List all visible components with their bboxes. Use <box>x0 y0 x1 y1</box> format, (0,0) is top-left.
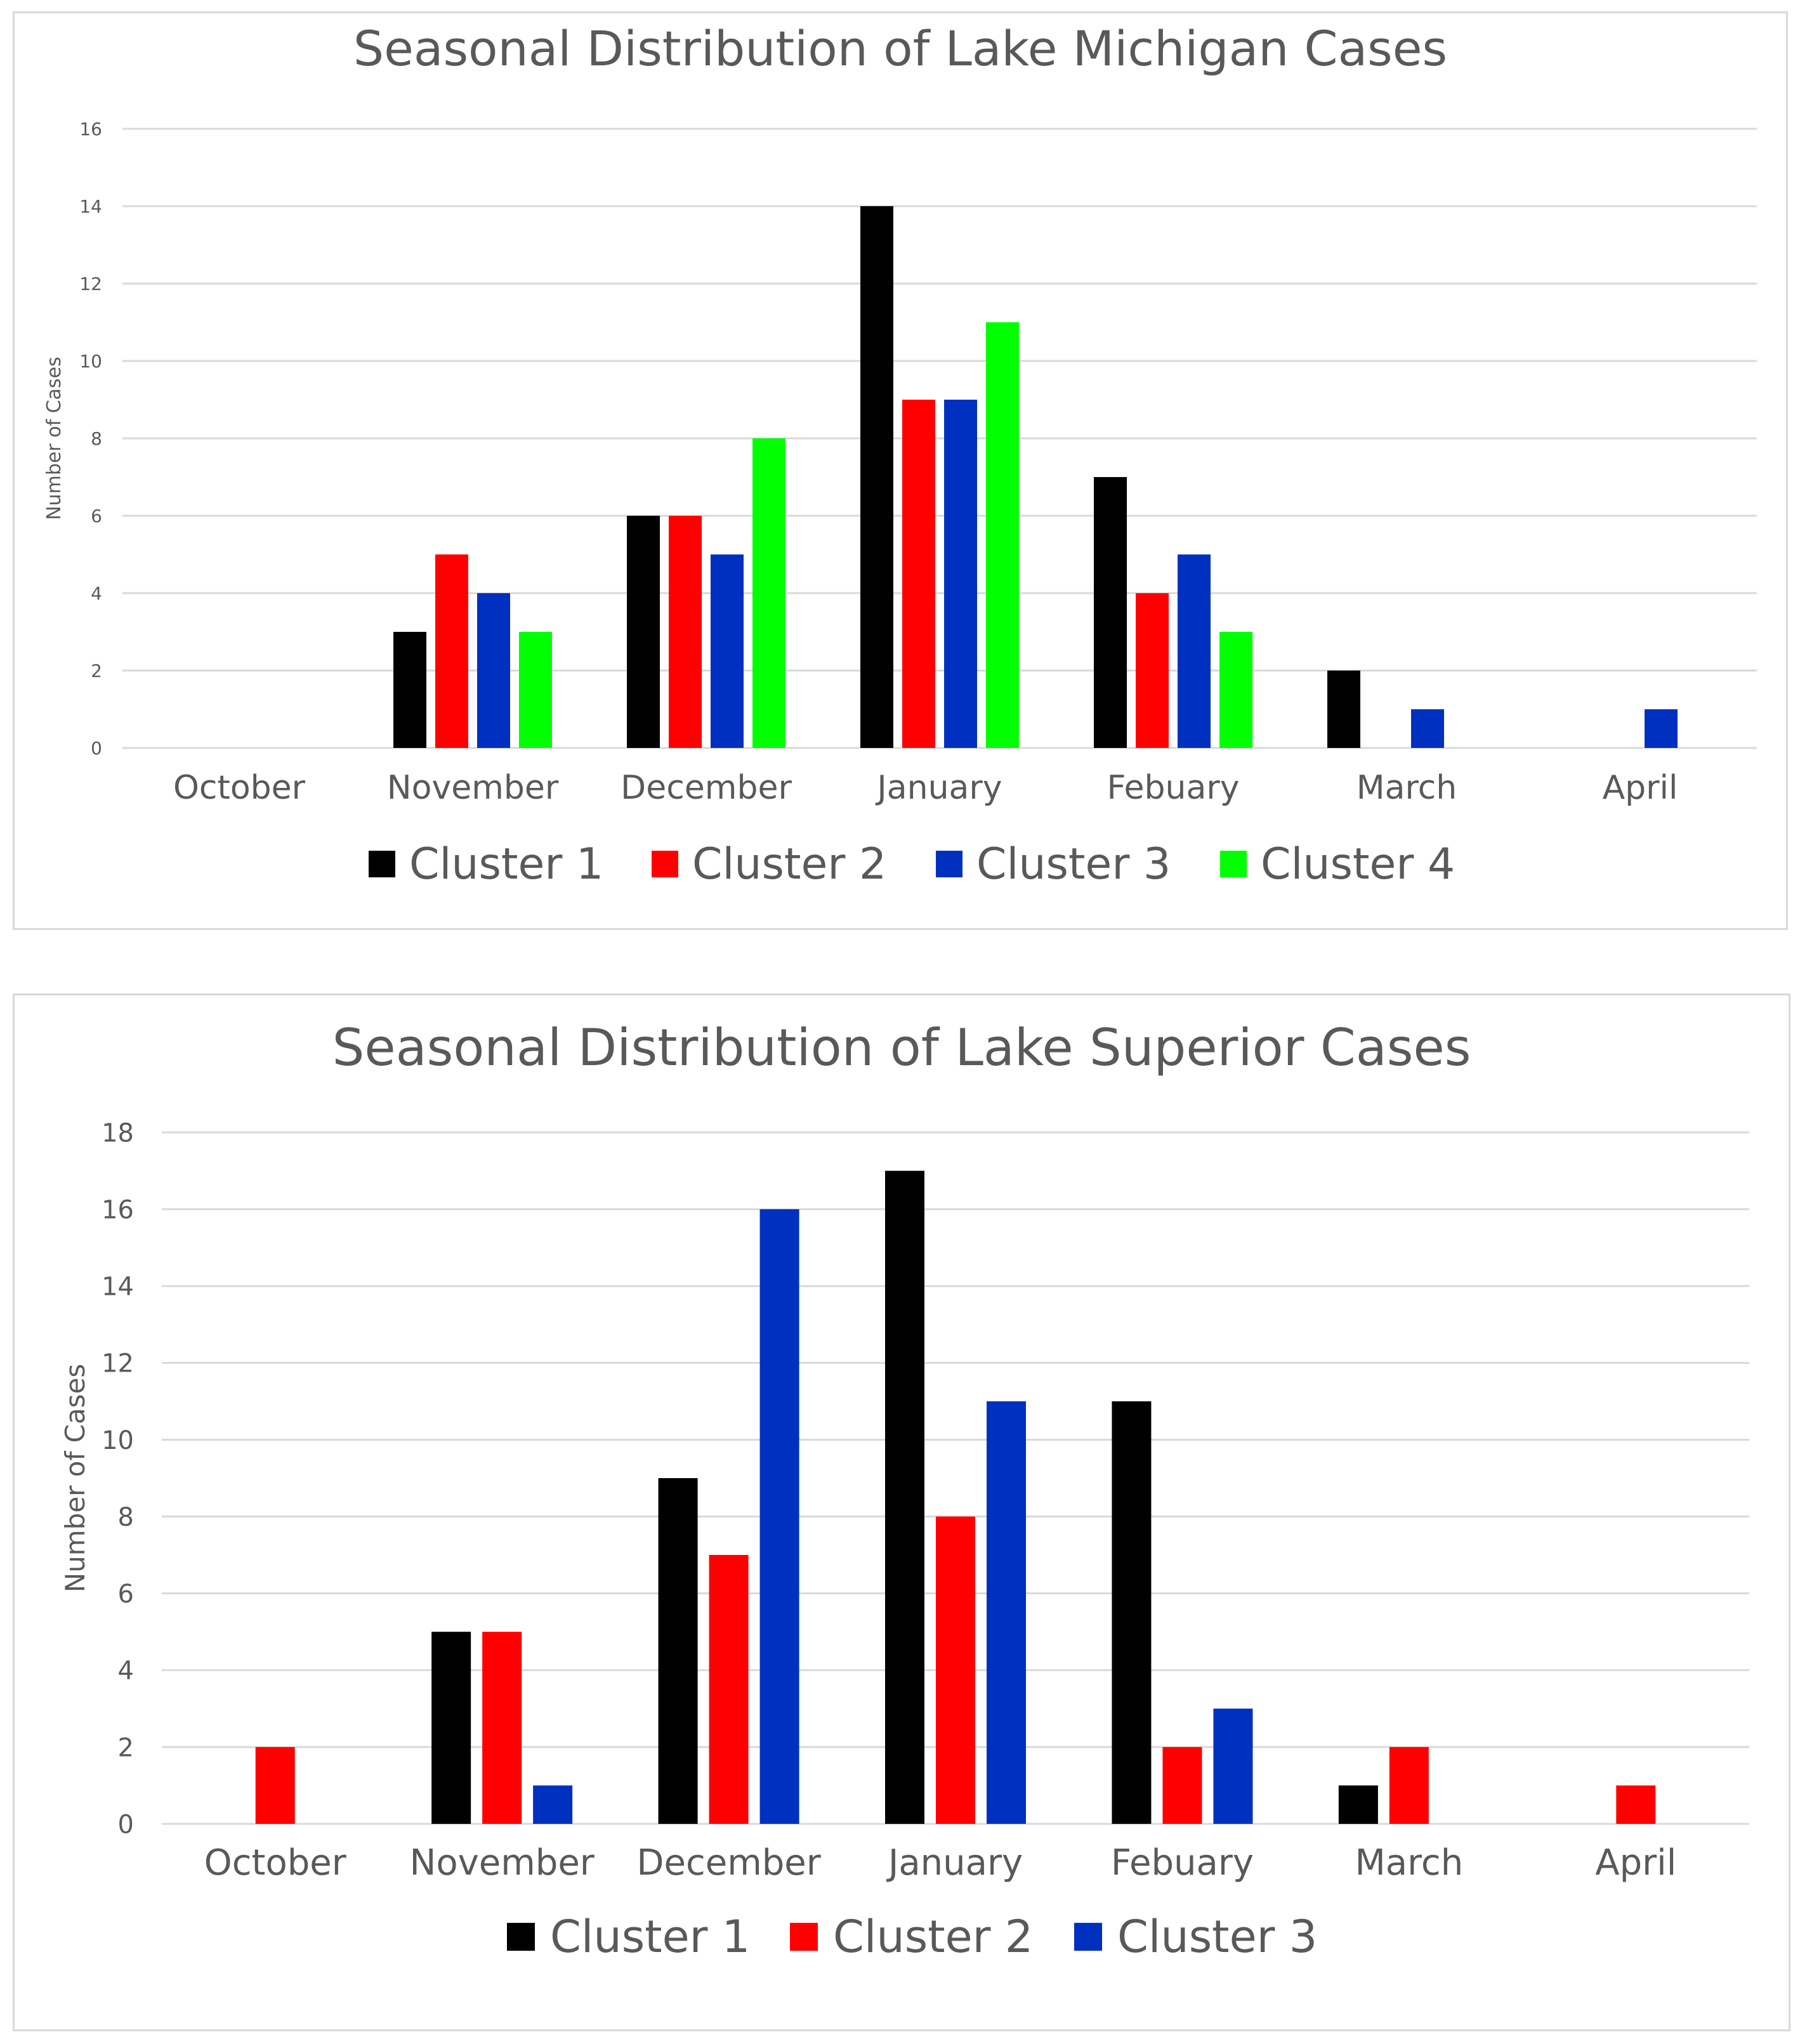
superior-y-tick-label: 18 <box>102 1118 134 1148</box>
superior-bar-cluster-2-december <box>709 1555 749 1824</box>
superior-bar-cluster-3-febuary <box>1213 1708 1253 1824</box>
michigan-y-tick-label: 12 <box>79 273 102 294</box>
michigan-y-tick-label: 10 <box>79 351 102 372</box>
michigan-bar-cluster-3-january <box>944 400 977 748</box>
superior-y-tick-label: 6 <box>118 1580 134 1609</box>
michigan-bar-cluster-2-november <box>435 554 468 748</box>
superior-x-category-label: January <box>886 1842 1023 1883</box>
michigan-legend-label: Cluster 3 <box>976 839 1171 889</box>
michigan-bar-cluster-4-january <box>986 322 1019 748</box>
superior-y-tick-label: 12 <box>102 1349 134 1379</box>
michigan-y-axis-label: Number of Cases <box>43 357 65 520</box>
michigan-bar-cluster-3-march <box>1411 709 1444 748</box>
superior-y-tick-label: 8 <box>118 1503 134 1532</box>
superior-legend-item-cluster-2: Cluster 2 <box>790 1911 1033 1963</box>
superior-chart: Seasonal Distribution of Lake Superior C… <box>60 1018 1749 1963</box>
michigan-y-tick-label: 14 <box>79 196 102 217</box>
superior-legend-swatch <box>790 1923 818 1951</box>
michigan-bar-cluster-1-febuary <box>1094 477 1127 748</box>
michigan-legend-item-cluster-1: Cluster 1 <box>369 839 603 889</box>
michigan-bar-cluster-1-march <box>1327 671 1360 748</box>
superior-bar-cluster-3-january <box>987 1401 1026 1824</box>
michigan-y-tick-label: 0 <box>91 738 102 759</box>
superior-bar-cluster-3-november <box>533 1785 573 1824</box>
superior-legend-item-cluster-3: Cluster 3 <box>1074 1911 1317 1963</box>
michigan-bar-cluster-3-november <box>477 593 510 748</box>
superior-bar-cluster-3-december <box>759 1209 799 1824</box>
michigan-legend-swatch <box>652 851 678 877</box>
superior-y-tick-label: 4 <box>118 1656 134 1686</box>
michigan-legend-label: Cluster 4 <box>1261 839 1455 889</box>
superior-y-tick-label: 10 <box>102 1426 134 1455</box>
superior-x-category-label: Febuary <box>1111 1842 1254 1883</box>
superior-bar-cluster-1-november <box>431 1632 471 1824</box>
superior-y-tick-label: 16 <box>102 1196 134 1225</box>
superior-chart-panel: Seasonal Distribution of Lake Superior C… <box>13 993 1790 2031</box>
superior-y-tick-label: 14 <box>102 1273 134 1302</box>
superior-x-category-label: November <box>409 1842 595 1883</box>
michigan-bar-cluster-4-december <box>752 438 785 748</box>
superior-legend-label: Cluster 2 <box>833 1911 1033 1963</box>
michigan-bar-cluster-2-december <box>669 516 702 748</box>
michigan-x-category-label: April <box>1603 769 1678 807</box>
superior-bar-cluster-1-december <box>658 1478 698 1824</box>
superior-legend-swatch <box>1074 1923 1102 1951</box>
michigan-bar-cluster-2-january <box>902 400 935 748</box>
michigan-x-category-label: November <box>387 769 559 807</box>
michigan-chart-title: Seasonal Distribution of Lake Michigan C… <box>353 20 1447 77</box>
michigan-y-tick-label: 16 <box>79 119 102 140</box>
superior-y-axis-label: Number of Cases <box>60 1364 91 1593</box>
michigan-legend-label: Cluster 1 <box>409 839 603 889</box>
michigan-x-category-label: October <box>173 769 306 807</box>
superior-bar-cluster-1-febuary <box>1112 1401 1152 1824</box>
superior-bar-cluster-2-january <box>936 1516 975 1824</box>
superior-bar-cluster-2-march <box>1389 1746 1429 1824</box>
michigan-bar-cluster-1-november <box>393 632 426 748</box>
michigan-y-tick-label: 6 <box>91 506 102 527</box>
superior-bar-cluster-1-january <box>885 1170 924 1824</box>
michigan-legend-item-cluster-2: Cluster 2 <box>652 839 886 889</box>
michigan-x-category-label: March <box>1357 769 1457 807</box>
superior-bar-cluster-1-march <box>1338 1785 1378 1824</box>
michigan-y-tick-label: 2 <box>91 660 102 681</box>
michigan-bar-cluster-4-november <box>519 632 552 748</box>
superior-y-tick-label: 0 <box>118 1810 134 1839</box>
michigan-y-tick-label: 4 <box>91 583 102 604</box>
superior-x-category-label: April <box>1595 1842 1676 1883</box>
superior-chart-title: Seasonal Distribution of Lake Superior C… <box>332 1018 1471 1077</box>
michigan-bar-cluster-4-febuary <box>1219 632 1252 748</box>
michigan-bar-cluster-3-december <box>711 554 744 748</box>
michigan-y-tick-label: 8 <box>91 428 102 449</box>
michigan-bar-cluster-2-febuary <box>1136 593 1169 748</box>
superior-legend-swatch <box>507 1923 535 1951</box>
superior-bar-cluster-2-november <box>482 1632 522 1824</box>
michigan-legend-item-cluster-3: Cluster 3 <box>936 839 1171 889</box>
superior-y-tick-label: 2 <box>118 1733 134 1762</box>
michigan-x-category-label: January <box>875 769 1002 807</box>
superior-bar-cluster-2-april <box>1616 1785 1656 1824</box>
michigan-bar-cluster-1-december <box>627 516 660 748</box>
michigan-x-category-label: Febuary <box>1107 769 1239 807</box>
michigan-bar-cluster-1-january <box>860 206 893 748</box>
michigan-x-category-label: December <box>621 769 792 807</box>
superior-legend-label: Cluster 1 <box>550 1911 750 1963</box>
michigan-legend-swatch <box>369 851 395 877</box>
michigan-bar-cluster-3-april <box>1645 709 1678 748</box>
michigan-chart: Seasonal Distribution of Lake Michigan C… <box>43 20 1757 889</box>
michigan-legend-item-cluster-4: Cluster 4 <box>1220 839 1455 889</box>
michigan-chart-panel: Seasonal Distribution of Lake Michigan C… <box>13 11 1788 930</box>
michigan-legend-swatch <box>936 851 962 877</box>
michigan-legend-label: Cluster 2 <box>692 839 886 889</box>
superior-x-category-label: December <box>636 1842 821 1883</box>
superior-bar-cluster-2-october <box>255 1746 295 1824</box>
superior-x-category-label: October <box>204 1842 347 1883</box>
michigan-legend-swatch <box>1220 851 1247 877</box>
michigan-bar-cluster-3-febuary <box>1178 554 1211 748</box>
superior-bar-cluster-2-febuary <box>1162 1746 1202 1824</box>
superior-legend-item-cluster-1: Cluster 1 <box>507 1911 750 1963</box>
superior-x-category-label: March <box>1355 1842 1463 1883</box>
superior-legend-label: Cluster 3 <box>1117 1911 1317 1963</box>
